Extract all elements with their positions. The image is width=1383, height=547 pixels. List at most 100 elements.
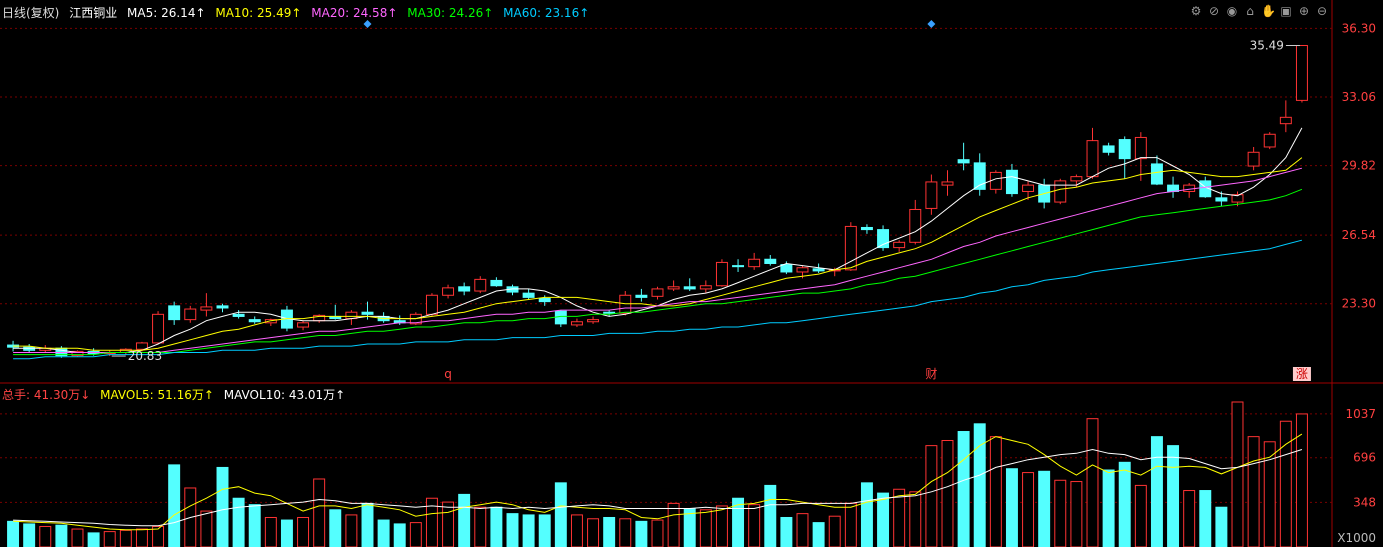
volume-bar — [458, 493, 471, 547]
event-marker-limit-up-bg — [1292, 367, 1311, 381]
price-tick-label: 36.30 — [1342, 21, 1376, 35]
volume-bar — [1295, 413, 1308, 547]
candle-body — [603, 311, 616, 314]
volume-bar — [554, 482, 567, 547]
volume-bar — [425, 497, 438, 547]
candle-body — [619, 294, 632, 314]
mavol10-line — [13, 448, 1303, 527]
settings-icon[interactable]: ⚙ — [1190, 4, 1202, 18]
candle-body — [1183, 184, 1196, 192]
candle-body — [941, 181, 954, 186]
lock-icon[interactable]: ▣ — [1280, 4, 1292, 18]
candle-body — [860, 226, 873, 231]
volume-bar — [393, 523, 406, 547]
info-diamond-marker[interactable] — [363, 20, 372, 28]
candle-body — [812, 268, 825, 272]
volume-bar — [313, 478, 326, 547]
candle-body — [1005, 169, 1018, 195]
volume-bar — [232, 497, 245, 547]
ma10-value: MA10: 25.49↑ — [215, 6, 302, 20]
volume-bar — [893, 488, 906, 547]
volume-bar — [1167, 445, 1180, 547]
mavol5-line — [13, 433, 1303, 531]
candle-body — [1295, 45, 1308, 101]
candle-body — [1054, 180, 1067, 203]
shop-icon[interactable]: ⌂ — [1246, 4, 1254, 18]
candle-body — [71, 350, 84, 357]
candle-body — [667, 286, 680, 290]
candle-body — [458, 286, 471, 292]
volume-bar — [651, 519, 664, 547]
volume-bar — [957, 431, 970, 547]
candle-body — [844, 225, 857, 271]
volume-bar — [361, 502, 374, 547]
zoom-out-icon[interactable]: ⊖ — [1316, 4, 1328, 18]
volume-bar — [248, 504, 261, 547]
volume-bar — [941, 439, 954, 547]
volume-bar — [1022, 472, 1035, 547]
volume-bar — [989, 436, 1002, 547]
ma-line-ma30 — [13, 188, 1303, 356]
volume-bar — [119, 529, 132, 547]
volume-bar — [7, 520, 20, 547]
volume-bar — [1134, 484, 1147, 547]
volume-bar — [345, 514, 358, 547]
volume-bar — [135, 528, 148, 547]
eye-icon[interactable]: ◉ — [1226, 4, 1238, 18]
candle-body — [168, 305, 181, 321]
candle-body — [264, 319, 277, 324]
volume-bar — [1231, 401, 1244, 547]
volume-unit-label: X1000 — [1337, 531, 1376, 545]
candle-body — [764, 258, 777, 264]
event-marker-report: 财 — [925, 367, 937, 381]
volume-bar — [1183, 490, 1196, 547]
candle-body — [1215, 197, 1228, 202]
volume-bar — [71, 528, 84, 547]
candle-body — [1134, 136, 1147, 160]
candle-body — [909, 208, 922, 243]
price-tick-label: 26.54 — [1342, 228, 1376, 242]
candle-body — [877, 229, 890, 249]
volume-bar — [699, 509, 712, 547]
ma-line-ma20 — [13, 167, 1303, 353]
candle-body — [248, 319, 261, 323]
candle-body — [1070, 176, 1083, 182]
volume-bar — [780, 516, 793, 547]
volume-bar — [925, 445, 938, 547]
volume-bar — [667, 502, 680, 547]
candle-body — [522, 292, 535, 298]
volume-bar — [796, 513, 809, 547]
candle-body — [893, 241, 906, 249]
candle-body — [1102, 145, 1115, 153]
candle-body — [216, 305, 229, 309]
candle-body — [442, 287, 455, 296]
event-marker-limit-up: 涨 — [1296, 366, 1308, 381]
ma30-value: MA30: 24.26↑ — [407, 6, 494, 20]
candle-body — [732, 265, 745, 268]
volume-bar — [200, 510, 213, 547]
period-label: 日线(复权) — [2, 6, 60, 20]
hand-icon[interactable]: ✋ — [1261, 4, 1276, 18]
volume-bar — [828, 515, 841, 547]
volume-bar — [409, 522, 422, 547]
volume-bar — [280, 519, 293, 547]
event-marker-q: q — [444, 367, 452, 381]
eye-off-icon[interactable]: ⊘ — [1208, 4, 1220, 18]
volume-bar — [103, 531, 116, 547]
volume-bar — [1215, 506, 1228, 547]
volume-bar — [715, 505, 728, 547]
candle-body — [1231, 194, 1244, 203]
volume-bar — [877, 492, 890, 547]
info-diamond-marker[interactable] — [927, 20, 936, 28]
zoom-in-icon[interactable]: ⊕ — [1298, 4, 1310, 18]
volume-bar — [1247, 436, 1260, 547]
ma60-value: MA60: 23.16↑ — [503, 6, 590, 20]
volume-bar — [732, 497, 745, 547]
volume-bar — [39, 525, 52, 547]
candle-body — [1118, 139, 1131, 160]
volume-bar — [1038, 470, 1051, 547]
candle-body — [570, 321, 583, 326]
volume-bar — [23, 523, 36, 547]
price-tick-label: 33.06 — [1342, 90, 1376, 104]
